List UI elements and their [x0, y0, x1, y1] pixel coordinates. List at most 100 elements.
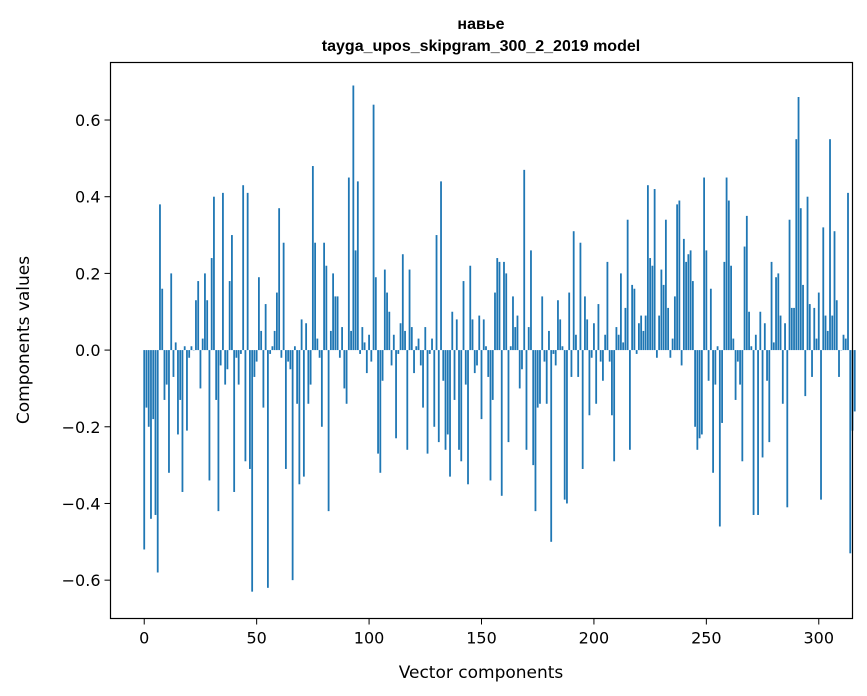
bar-302 — [822, 227, 825, 351]
bar-209 — [613, 350, 616, 462]
bar-147 — [473, 350, 476, 374]
bar-145 — [469, 265, 472, 351]
bar-192 — [575, 334, 577, 351]
bar-123 — [419, 350, 422, 366]
bar-132 — [440, 181, 442, 351]
bar-288 — [790, 307, 793, 351]
bar-274 — [759, 311, 762, 351]
bar-193 — [577, 350, 580, 377]
bar-72 — [305, 323, 308, 351]
bar-121 — [415, 346, 418, 351]
bar-24 — [197, 281, 200, 351]
bar-300 — [817, 292, 820, 351]
bar-55 — [266, 350, 269, 588]
bar-275 — [761, 350, 764, 458]
bar-68 — [296, 350, 299, 404]
bar-149 — [478, 315, 481, 351]
bar-141 — [460, 350, 463, 462]
bar-297 — [811, 350, 813, 377]
bar-128 — [431, 338, 433, 351]
bar-92 — [350, 330, 352, 351]
x-axis-label: Vector components — [399, 663, 564, 683]
bar-272 — [754, 334, 757, 351]
bar-28 — [206, 300, 209, 351]
bar-289 — [793, 307, 795, 351]
bar-69 — [298, 350, 301, 485]
bar-231 — [662, 284, 665, 351]
bar-63 — [284, 350, 287, 469]
y-tick-label: −0.4 — [62, 494, 101, 513]
bar-156 — [494, 292, 496, 351]
bar-48 — [251, 350, 254, 592]
bar-76 — [314, 242, 317, 351]
bar-195 — [581, 350, 584, 469]
bar-256 — [718, 350, 721, 527]
bar-284 — [781, 350, 784, 404]
bar-301 — [820, 350, 822, 500]
bar-283 — [779, 315, 782, 351]
bar-4 — [152, 350, 155, 420]
bar-144 — [467, 350, 469, 485]
bar-174 — [534, 350, 537, 512]
bars-layer — [143, 85, 856, 592]
bar-291 — [797, 97, 800, 351]
bar-75 — [311, 166, 314, 351]
bar-31 — [213, 196, 215, 351]
bar-207 — [608, 350, 611, 362]
bar-5 — [154, 350, 157, 515]
bar-83 — [329, 330, 332, 351]
bar-181 — [550, 350, 553, 542]
bar-203 — [599, 350, 602, 362]
bar-244 — [691, 281, 694, 351]
bar-239 — [680, 350, 683, 366]
bar-290 — [795, 139, 798, 351]
bar-47 — [249, 350, 251, 469]
bar-251 — [707, 350, 710, 381]
bar-313 — [847, 192, 849, 351]
bar-40 — [233, 350, 236, 492]
bar-101 — [370, 350, 373, 362]
bar-16 — [179, 350, 182, 400]
bar-89 — [343, 350, 346, 389]
bar-158 — [498, 261, 501, 351]
bar-38 — [228, 281, 231, 351]
bar-109 — [388, 311, 391, 351]
bar-134 — [444, 350, 447, 450]
bar-58 — [273, 330, 276, 351]
bar-87 — [338, 350, 341, 358]
bar-82 — [327, 350, 330, 512]
bar-71 — [302, 350, 305, 477]
bar-27 — [204, 273, 206, 351]
bar-312 — [844, 338, 847, 351]
bar-70 — [300, 319, 303, 351]
bar-154 — [489, 350, 492, 481]
bar-179 — [545, 350, 548, 404]
bar-303 — [824, 315, 827, 351]
bar-211 — [617, 334, 620, 351]
bar-314 — [849, 350, 852, 554]
bar-14 — [174, 342, 177, 351]
bar-161 — [505, 273, 508, 351]
bar-228 — [655, 350, 658, 358]
bar-277 — [766, 350, 768, 381]
bar-117 — [406, 350, 409, 450]
bar-97 — [361, 327, 364, 351]
bar-157 — [496, 258, 499, 351]
bar-131 — [437, 350, 440, 443]
bar-146 — [471, 319, 474, 351]
bar-113 — [397, 350, 400, 354]
bar-43 — [240, 350, 242, 354]
bar-212 — [620, 273, 622, 351]
bar-6 — [156, 350, 159, 573]
bar-7 — [159, 204, 161, 351]
bar-218 — [633, 288, 636, 351]
bar-268 — [745, 215, 748, 351]
bar-37 — [226, 350, 229, 370]
bar-94 — [354, 250, 357, 351]
bar-307 — [833, 231, 836, 351]
bar-13 — [172, 350, 175, 377]
bar-21 — [190, 346, 193, 351]
x-axis-ticks: 0 50 100 150 200 250 300 — [139, 618, 834, 648]
bar-57 — [271, 346, 274, 351]
